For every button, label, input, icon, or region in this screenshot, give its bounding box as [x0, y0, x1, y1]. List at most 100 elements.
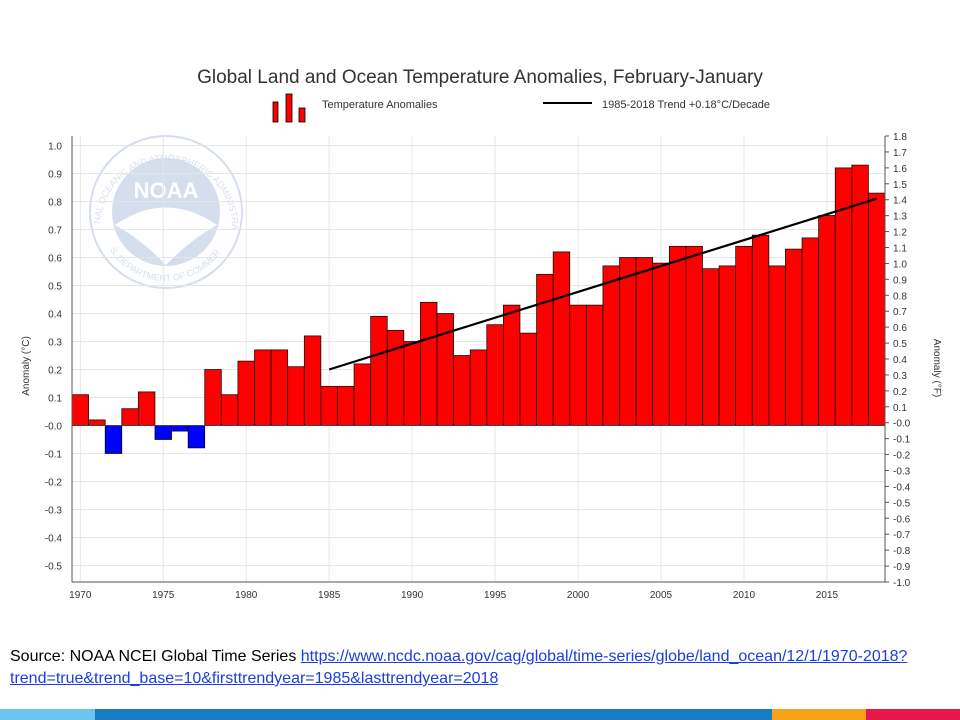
bar-1983 — [287, 366, 305, 426]
bar-2001 — [585, 304, 604, 426]
y-tick-label-right: -0.9 — [893, 562, 911, 573]
bar-1971 — [88, 419, 106, 426]
y-tick-label-left: 0.3 — [48, 338, 62, 349]
y-axis-right-label: Anomaly (°F) — [931, 339, 942, 397]
bar-1989 — [386, 329, 405, 426]
bar-1992 — [436, 313, 454, 426]
bar-2000 — [569, 304, 587, 426]
bar-1981 — [254, 349, 272, 426]
y-tick-label-right: 1.3 — [893, 212, 907, 223]
bar-1991 — [420, 301, 438, 426]
bar-2004 — [635, 257, 654, 426]
legend-bars-icon — [272, 93, 306, 123]
bar-2018 — [868, 192, 886, 426]
bar-1987 — [353, 363, 372, 426]
strip-segment-blue — [95, 709, 772, 720]
y-tick-label-right: 0.5 — [893, 339, 907, 350]
bar-1979 — [220, 394, 239, 426]
bars — [71, 164, 886, 454]
chart-title: Global Land and Ocean Temperature Anomal… — [197, 67, 763, 88]
bar-1988 — [370, 315, 388, 426]
y-tick-label-left: 1.0 — [48, 142, 62, 153]
bar-1982 — [270, 349, 289, 426]
grid — [72, 136, 885, 582]
y-tick-label-right: 0.3 — [893, 371, 907, 382]
x-tick-label: 1990 — [401, 590, 424, 601]
y-tick-label-right: -0.1 — [893, 435, 911, 446]
bar-1993 — [453, 355, 471, 426]
strip-segment-orange — [772, 709, 866, 720]
y-tick-label-right: 0.4 — [893, 355, 907, 366]
y-tick-label-left: 0.8 — [48, 198, 62, 209]
y-tick-label-right: 1.4 — [893, 196, 907, 207]
noaa-logo-watermark: NATIONAL OCEANIC AND ATMOSPHERIC ADMINIS… — [0, 0, 243, 289]
bar-1996 — [503, 304, 521, 426]
axes: 1.0 0.9 0.8 0.7 0.6 0.5 0.4 0.3 0.2 0.1 -0.0 -0.1 -0… — [45, 132, 911, 601]
y-tick-label-right: 1.2 — [893, 228, 907, 239]
y-tick-label-left: 0.7 — [48, 226, 62, 237]
trend — [328, 197, 878, 371]
legend: Temperature Anomalies 1985-2018 Trend +0… — [272, 93, 770, 123]
y-tick-label-left: -0.3 — [45, 506, 63, 517]
bar-2014 — [801, 237, 819, 426]
y-tick-label-right: -0.7 — [893, 530, 911, 541]
bar-2012 — [768, 265, 786, 426]
x-tick-label: 1985 — [318, 590, 341, 601]
source-note: Source: NOAA NCEI Global Time Series htt… — [10, 646, 950, 690]
bar-1990 — [403, 341, 421, 426]
y-tick-label-right: -1.0 — [893, 578, 911, 589]
bar-1977 — [187, 425, 206, 449]
bar-2009 — [718, 265, 737, 426]
y-tick-label-right: 1.8 — [893, 132, 907, 143]
bar-2011 — [751, 234, 770, 426]
legend-bars-label: Temperature Anomalies — [322, 99, 438, 111]
bar-1984 — [303, 335, 322, 426]
bar-2002 — [602, 265, 620, 426]
bar-2006 — [668, 245, 687, 426]
x-tick-label: 2005 — [650, 590, 673, 601]
y-tick-label-left: 0.2 — [48, 366, 62, 377]
y-tick-label-left: -0.1 — [45, 450, 63, 461]
y-tick-label-left: 0.5 — [48, 282, 62, 293]
bar-1997 — [519, 332, 537, 426]
bar-1975 — [154, 425, 172, 440]
legend-trend-label: 1985-2018 Trend +0.18°C/Decade — [602, 99, 770, 111]
y-tick-label-left: 0.1 — [48, 394, 62, 405]
y-tick-label-right: 0.6 — [893, 323, 907, 334]
source-link[interactable]: https://www.ncdc.noaa.gov/cag/global/tim… — [10, 648, 908, 687]
y-tick-label-right: -0.6 — [893, 514, 911, 525]
bar-1973 — [121, 408, 139, 426]
bar-1986 — [337, 385, 355, 426]
bar-1995 — [486, 324, 504, 426]
y-tick-label-right: -0.2 — [893, 451, 911, 462]
bar-2005 — [652, 262, 670, 426]
y-tick-label-right: 1.5 — [893, 180, 907, 191]
y-axis-left-label: Anomaly (°C) — [21, 336, 32, 396]
temperature-anomaly-chart: Global Land and Ocean Temperature Anomal… — [0, 0, 942, 601]
y-tick-label-left: -0.0 — [45, 422, 63, 433]
trend-line — [328, 197, 878, 371]
y-tick-label-left: 0.9 — [48, 170, 62, 181]
y-tick-label-right: 1.7 — [893, 148, 907, 159]
y-tick-label-right: 1.1 — [893, 244, 907, 255]
bar-2013 — [785, 248, 803, 426]
x-tick-label: 1975 — [152, 590, 175, 601]
bar-1985 — [320, 385, 338, 426]
bar-1976 — [171, 425, 189, 432]
bar-1972 — [104, 425, 123, 454]
x-tick-label: 1995 — [484, 590, 507, 601]
y-tick-label-right: -0.5 — [893, 498, 911, 509]
bar-1980 — [237, 360, 255, 426]
bar-2010 — [735, 245, 753, 426]
y-tick-label-right: 0.1 — [893, 403, 907, 414]
bottom-color-strip — [0, 709, 960, 720]
x-tick-label: 2015 — [816, 590, 839, 601]
y-tick-label-left: -0.5 — [45, 562, 63, 573]
bar-2003 — [619, 257, 637, 426]
bar-1974 — [138, 391, 156, 426]
y-tick-label-right: 0.2 — [893, 387, 907, 398]
y-tick-label-left: -0.4 — [45, 534, 63, 545]
bar-1970 — [71, 394, 89, 426]
y-tick-label-right: 1.0 — [893, 259, 907, 270]
strip-segment-red — [866, 709, 960, 720]
